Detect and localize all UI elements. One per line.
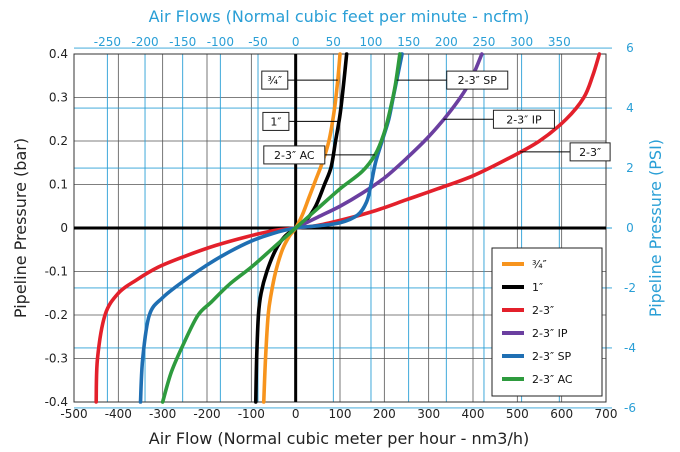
x-tick-label-5: 0 [292, 407, 300, 421]
x-tick-label-8: 300 [417, 407, 440, 421]
y-tick-label-3: -0.1 [45, 265, 68, 279]
legend-label-3: 2-3″ IP [532, 327, 568, 340]
y-tick-label-7: 0.3 [49, 91, 68, 105]
y-tick-label-1: -0.3 [45, 352, 68, 366]
top-tick-label-7: 100 [360, 35, 383, 49]
right-tick-label-1: -4 [624, 341, 636, 355]
y-axis-title-right: Pipeline Pressure (PSI) [646, 139, 665, 317]
top-tick-label-10: 250 [473, 35, 496, 49]
y-tick-label-2: -0.2 [45, 308, 68, 322]
top-tick-label-9: 200 [435, 35, 458, 49]
top-tick-label-2: -150 [169, 35, 196, 49]
x-tick-label-12: 700 [595, 407, 618, 421]
callout-box-2 [263, 145, 326, 165]
series-line-5 [160, 52, 402, 404]
x-tick-label-2: -300 [149, 407, 176, 421]
top-tick-label-0: -250 [94, 35, 121, 49]
legend-label-4: 2-3″ SP [532, 350, 572, 363]
x-tick-label-1: -400 [105, 407, 132, 421]
y-tick-label-4: 0 [60, 221, 68, 235]
legend-label-2: 2-3″ [532, 304, 554, 317]
top-tick-label-6: 50 [326, 35, 341, 49]
callout-label-5: 2-3″ [579, 146, 601, 159]
top-tick-label-3: -100 [207, 35, 234, 49]
callout-label-3: 2-3″ SP [458, 74, 498, 87]
x-tick-label-9: 400 [462, 407, 485, 421]
y-tick-label-8: 0.4 [49, 47, 68, 61]
legend-label-1: 1″ [532, 281, 543, 294]
tick-labels: -500 -400 -300 -200 -100 0 100 200 300 400 500 600 7… [45, 35, 636, 421]
callout-box-5 [569, 142, 611, 162]
top-tick-label-8: 150 [397, 35, 420, 49]
x-tick-label-3: -200 [193, 407, 220, 421]
top-tick-label-12: 350 [548, 35, 571, 49]
top-tick-label-1: -200 [131, 35, 158, 49]
callout-label-2: 2-3″ AC [274, 149, 315, 162]
right-tick-label-4: 2 [626, 161, 634, 175]
y-axis-title-left: Pipeline Pressure (bar) [11, 138, 30, 318]
y-tick-label-6: 0.2 [49, 134, 68, 148]
right-tick-label-2: -2 [624, 281, 636, 295]
x-tick-label-11: 600 [550, 407, 573, 421]
y-tick-label-5: 0.1 [49, 178, 68, 192]
x-tick-label-4: -100 [238, 407, 265, 421]
series-layer [94, 52, 602, 404]
callout-label-0: ¾″ [267, 74, 282, 87]
callout-box-3 [446, 70, 509, 90]
callout-box-1 [262, 111, 290, 131]
chart-top-title: Air Flows (Normal cubic feet per minute … [149, 7, 530, 26]
series-line-3 [293, 52, 484, 230]
legend-label-0: ¾″ [532, 258, 547, 271]
top-tick-label-4: -50 [248, 35, 268, 49]
top-tick-label-11: 300 [510, 35, 533, 49]
x-tick-label-0: -500 [60, 407, 87, 421]
right-tick-label-6: 6 [626, 41, 634, 55]
callout-box-0 [261, 70, 289, 90]
callout-label-1: 1″ [270, 115, 281, 128]
callouts: ¾″ 1″ 2-3″ AC 2-3″ SP 2-3″ IP 2-3″ [261, 70, 611, 165]
series-line-0 [261, 52, 342, 404]
x-tick-label-6: 100 [329, 407, 352, 421]
x-tick-label-7: 200 [373, 407, 396, 421]
x-tick-label-10: 500 [506, 407, 529, 421]
legend-label-5: 2-3″ AC [532, 373, 573, 386]
y-tick-label-0: -0.4 [45, 395, 68, 409]
callout-box-4 [492, 109, 555, 129]
right-tick-label-3: 0 [626, 221, 634, 235]
top-tick-label-5: 0 [292, 35, 300, 49]
right-tick-label-0: -6 [624, 401, 636, 415]
legend: ¾″ 1″ 2-3″ 2-3″ IP 2-3″ SP 2-3″ AC [491, 247, 603, 397]
legend-box [491, 247, 603, 397]
x-axis-title: Air Flow (Normal cubic meter per hour - … [149, 429, 529, 448]
right-tick-label-5: 4 [626, 101, 634, 115]
callout-label-4: 2-3″ IP [506, 113, 542, 126]
